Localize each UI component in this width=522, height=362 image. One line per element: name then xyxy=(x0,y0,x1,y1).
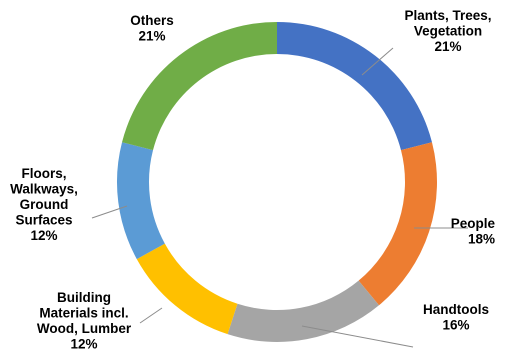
data-label-category: Floors, xyxy=(21,166,66,181)
data-label-5: Others 21% xyxy=(130,13,174,44)
data-label-category: Others xyxy=(130,13,174,28)
data-label-category: Wood, Lumber xyxy=(37,321,132,336)
data-label-3: Building Materials incl. Wood, Lumber 12% xyxy=(37,290,132,352)
data-label-value: 12% xyxy=(70,337,97,352)
data-label-category: Surfaces xyxy=(15,213,72,228)
donut-slice-0 xyxy=(277,22,432,151)
donut-slices xyxy=(117,22,437,342)
donut-slice-3 xyxy=(136,243,238,335)
donut-slice-4 xyxy=(117,142,165,260)
data-label-category: Materials incl. xyxy=(39,306,128,321)
leader-line-0 xyxy=(361,47,394,76)
data-label-category: Vegetation xyxy=(414,24,482,39)
data-label-category: People xyxy=(451,216,496,231)
data-labels: Plants, Trees, Vegetation 21%People 18%Hand… xyxy=(10,8,495,352)
data-label-4: Floors, Walkways, Ground Surfaces 12% xyxy=(10,166,78,243)
leader-lines xyxy=(91,47,468,348)
donut-slice-1 xyxy=(358,142,437,306)
data-label-value: 21% xyxy=(138,29,165,44)
data-label-category: Walkways, xyxy=(10,182,78,197)
data-label-value: 16% xyxy=(442,318,469,333)
leader-line-2 xyxy=(301,325,414,348)
data-label-value: 21% xyxy=(434,39,461,54)
data-label-value: 18% xyxy=(468,232,495,247)
data-label-1: People 18% xyxy=(451,216,496,247)
data-label-category: Ground xyxy=(20,197,69,212)
data-label-2: Handtools 16% xyxy=(423,302,489,333)
data-label-category: Handtools xyxy=(423,302,489,317)
donut-slice-2 xyxy=(227,280,379,342)
data-label-category: Building xyxy=(57,290,111,305)
data-label-0: Plants, Trees, Vegetation 21% xyxy=(404,8,491,54)
data-label-category: Plants, Trees, xyxy=(404,8,491,23)
donut-slice-5 xyxy=(122,22,277,151)
data-label-value: 12% xyxy=(30,228,57,243)
leader-line-4 xyxy=(91,205,128,219)
leader-line-3 xyxy=(139,307,163,324)
